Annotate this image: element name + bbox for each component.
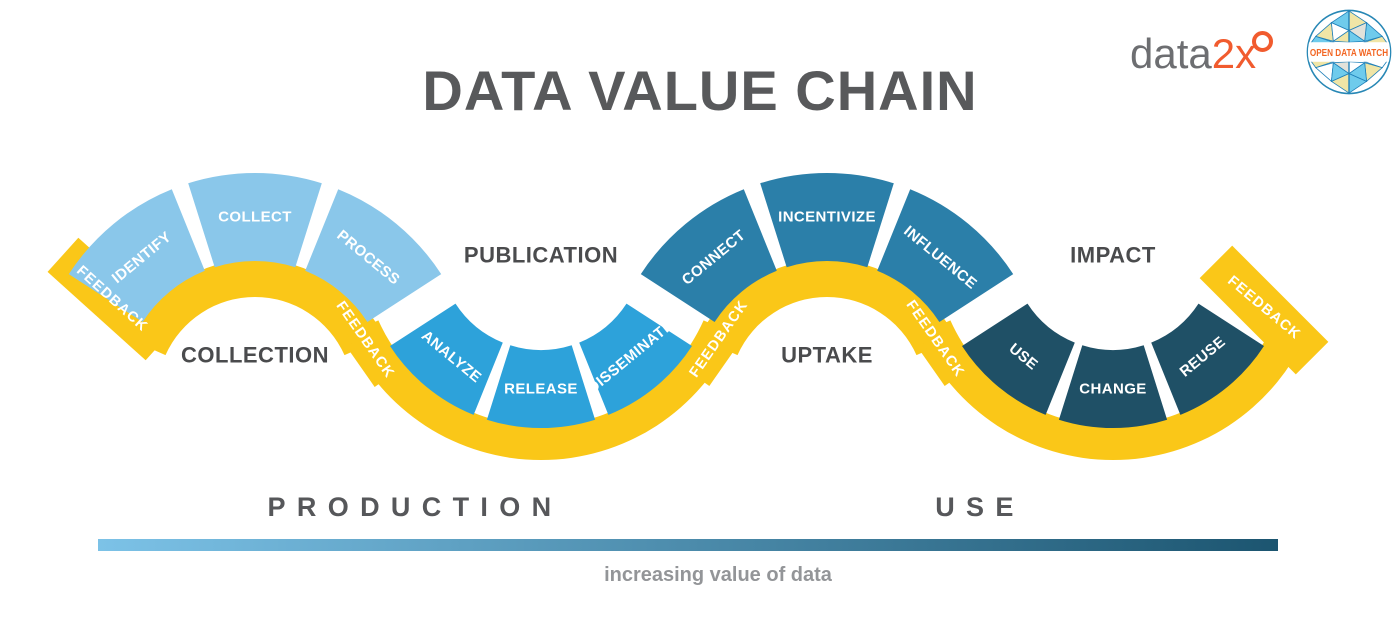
phase-label-collection: COLLECTION	[181, 343, 329, 368]
page-title: DATA VALUE CHAIN	[422, 59, 978, 122]
data2x-logo-text-gray: data	[1130, 30, 1212, 77]
data2x-circle-icon	[1252, 31, 1274, 52]
phase-label-uptake: UPTAKE	[781, 343, 873, 368]
segment-use	[962, 303, 1075, 415]
phase-label-impact: IMPACT	[1070, 243, 1156, 268]
segment-incentivize	[760, 173, 894, 268]
segment-label-incentivize: INCENTIVIZE	[778, 209, 876, 226]
open-data-watch-text: OPEN DATA WATCH	[1310, 48, 1388, 59]
segment-identify	[68, 189, 205, 322]
segment-process	[305, 189, 442, 322]
ribbon-arc-publication	[347, 320, 735, 461]
segment-release	[486, 345, 596, 429]
data2x-logo-text-orange: 2x	[1211, 30, 1257, 77]
ribbon-arc-collection	[130, 259, 380, 356]
segment-label-change: CHANGE	[1079, 381, 1146, 398]
segment-label-release: RELEASE	[504, 381, 578, 398]
segment-disseminate	[579, 303, 692, 415]
value-gradient-bar	[98, 539, 1278, 551]
segment-reuse	[1151, 303, 1264, 415]
segment-label-collect: COLLECT	[218, 209, 292, 226]
segment-influence	[877, 189, 1014, 322]
segment-collect	[188, 173, 322, 268]
increasing-value-caption: increasing value of data	[604, 564, 832, 586]
ribbon-arc-impact	[919, 320, 1307, 461]
data2x-logo: data2x	[1130, 30, 1277, 82]
ribbon-arc-uptake	[702, 259, 952, 356]
segment-change	[1058, 345, 1168, 429]
odw-mosaic	[1307, 10, 1391, 94]
open-data-watch-logo: OPEN DATA WATCH	[1306, 9, 1392, 95]
segment-analyze	[390, 303, 503, 415]
use-phase-label: USE	[935, 492, 1025, 522]
phase-label-publication: PUBLICATION	[464, 243, 618, 268]
production-phase-label: PRODUCTION	[267, 492, 563, 522]
segment-connect	[640, 189, 777, 322]
